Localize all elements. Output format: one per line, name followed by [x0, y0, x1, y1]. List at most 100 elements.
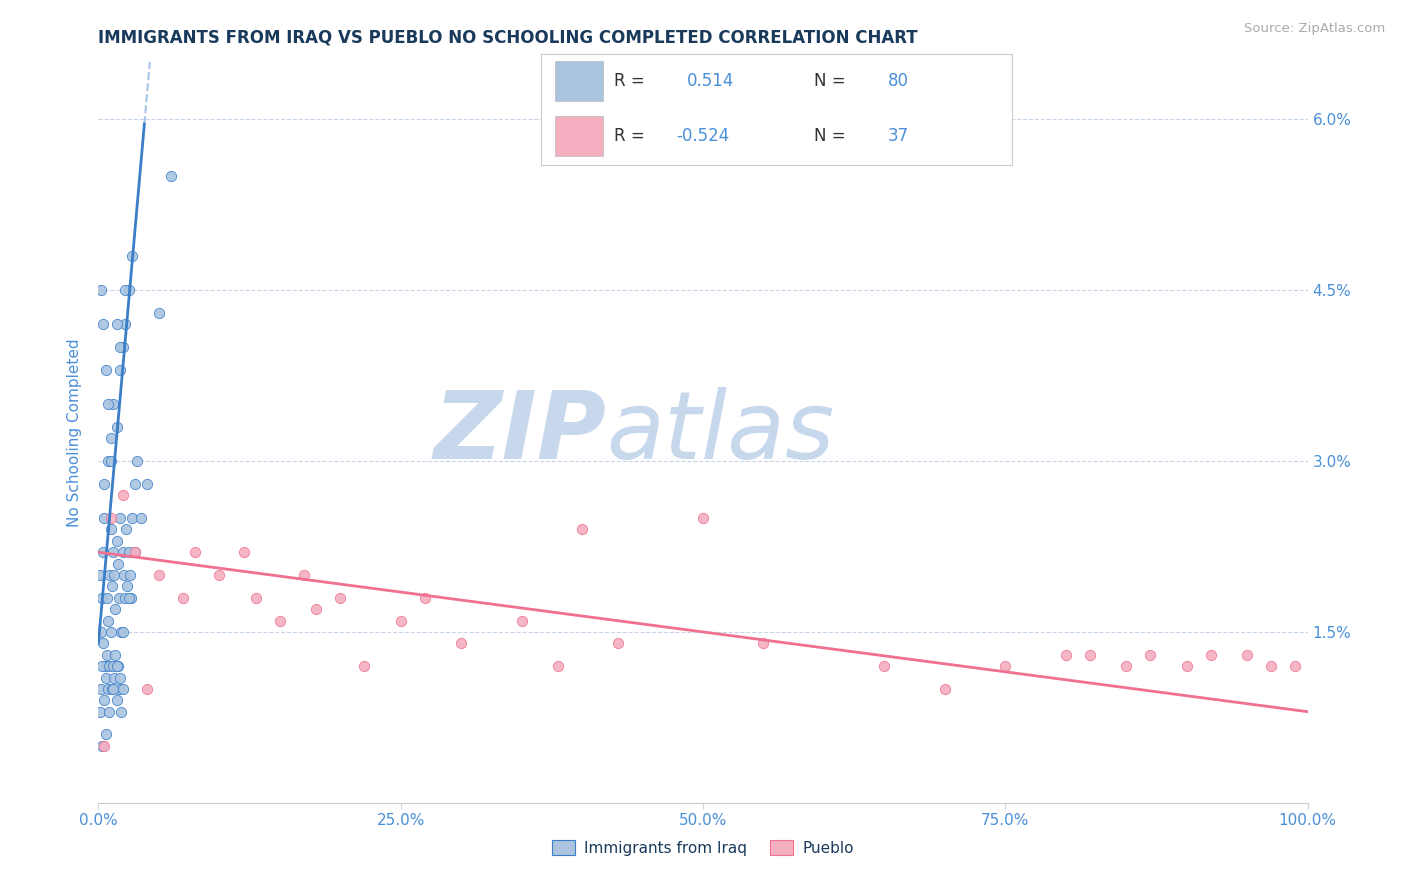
Point	[329, 591, 352, 605]
Point	[208, 568, 231, 582]
Point	[1236, 648, 1258, 662]
Text: N =: N =	[814, 127, 846, 145]
Point	[124, 545, 146, 559]
Point	[108, 671, 131, 685]
Point	[91, 545, 114, 559]
Point	[101, 659, 124, 673]
Point	[105, 533, 128, 548]
Point	[105, 659, 128, 673]
Point	[97, 397, 120, 411]
Point	[121, 249, 143, 263]
Point	[1175, 659, 1198, 673]
Text: IMMIGRANTS FROM IRAQ VS PUEBLO NO SCHOOLING COMPLETED CORRELATION CHART: IMMIGRANTS FROM IRAQ VS PUEBLO NO SCHOOL…	[98, 29, 918, 47]
Point	[90, 681, 112, 696]
Point	[112, 568, 135, 582]
Point	[100, 579, 122, 593]
Point	[1284, 659, 1306, 673]
Point	[98, 568, 121, 582]
Point	[160, 169, 183, 184]
Point	[97, 614, 120, 628]
Point	[107, 659, 129, 673]
Point	[117, 579, 139, 593]
Text: 37: 37	[887, 127, 908, 145]
Point	[752, 636, 775, 650]
Bar	[555, 116, 603, 156]
Text: atlas: atlas	[606, 387, 835, 478]
Point	[100, 624, 122, 639]
Point	[124, 476, 146, 491]
Point	[90, 283, 112, 297]
Point	[1078, 648, 1101, 662]
Point	[873, 659, 896, 673]
Point	[121, 511, 143, 525]
Bar	[555, 62, 603, 102]
Point	[232, 545, 254, 559]
Point	[94, 363, 117, 377]
Point	[245, 591, 267, 605]
Point	[111, 681, 134, 696]
Text: Source: ZipAtlas.com: Source: ZipAtlas.com	[1244, 22, 1385, 36]
Point	[111, 545, 134, 559]
Point	[353, 659, 375, 673]
Point	[1260, 659, 1282, 673]
Point	[111, 488, 134, 502]
Point	[1199, 648, 1222, 662]
Point	[107, 557, 129, 571]
Point	[100, 511, 122, 525]
Point	[1054, 648, 1077, 662]
Point	[118, 283, 141, 297]
Point	[94, 727, 117, 741]
Point	[100, 523, 122, 537]
Point	[269, 614, 291, 628]
Point	[100, 431, 122, 445]
Point	[129, 511, 152, 525]
Point	[1139, 648, 1161, 662]
Point	[450, 636, 472, 650]
Point	[103, 568, 125, 582]
Point	[89, 705, 111, 719]
Point	[93, 511, 115, 525]
Point	[510, 614, 533, 628]
Point	[98, 705, 121, 719]
Point	[91, 659, 114, 673]
Point	[124, 545, 146, 559]
Point	[148, 568, 170, 582]
Legend: Immigrants from Iraq, Pueblo: Immigrants from Iraq, Pueblo	[546, 834, 860, 862]
Point	[111, 340, 134, 354]
Point	[108, 681, 131, 696]
Point	[111, 624, 134, 639]
Point	[127, 454, 149, 468]
Y-axis label: No Schooling Completed: No Schooling Completed	[67, 338, 83, 527]
Text: N =: N =	[814, 72, 846, 90]
Point	[148, 306, 170, 320]
Point	[607, 636, 630, 650]
Point	[114, 318, 136, 332]
Point	[110, 624, 132, 639]
Point	[100, 681, 122, 696]
Point	[692, 511, 714, 525]
Point	[91, 636, 114, 650]
Point	[103, 671, 125, 685]
Point	[98, 659, 121, 673]
Point	[118, 545, 141, 559]
Text: 80: 80	[887, 72, 908, 90]
Point	[389, 614, 412, 628]
Point	[97, 454, 120, 468]
Point	[571, 523, 593, 537]
Point	[101, 681, 124, 696]
Point	[994, 659, 1017, 673]
Point	[105, 420, 128, 434]
Point	[105, 693, 128, 707]
Point	[91, 318, 114, 332]
Point	[118, 568, 141, 582]
Point	[104, 648, 127, 662]
Point	[91, 591, 114, 605]
Point	[94, 659, 117, 673]
Point	[1115, 659, 1137, 673]
Point	[101, 545, 124, 559]
Point	[118, 591, 141, 605]
Point	[115, 523, 138, 537]
Point	[172, 591, 194, 605]
Text: ZIP: ZIP	[433, 386, 606, 479]
Point	[120, 591, 142, 605]
